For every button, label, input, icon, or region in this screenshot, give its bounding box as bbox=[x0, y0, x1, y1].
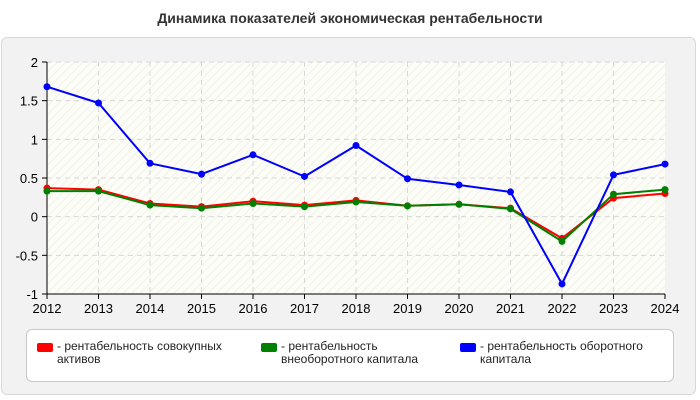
y-tick-label: 1 bbox=[31, 132, 38, 147]
y-tick-label: -0.5 bbox=[16, 248, 38, 263]
y-tick-label: 0 bbox=[31, 210, 38, 225]
series-1-point bbox=[198, 204, 205, 212]
x-tick-label: 2016 bbox=[239, 301, 268, 316]
series-1-point bbox=[95, 187, 102, 195]
series-2-point bbox=[301, 172, 308, 180]
series-group bbox=[43, 83, 669, 288]
series-1-point bbox=[661, 186, 669, 194]
series-1-point bbox=[146, 201, 154, 209]
legend-item-total-assets[interactable]: - рентабельность совокупных активов bbox=[37, 340, 237, 366]
chart-title: Динамика показателей экономическая рента… bbox=[157, 10, 543, 26]
series-2-point bbox=[404, 175, 411, 183]
x-tick-label: 2018 bbox=[342, 301, 371, 316]
legend-label: - рентабельность оборотного капитала bbox=[480, 339, 643, 366]
x-tick-label: 2015 bbox=[187, 301, 216, 316]
x-tick-label: 2014 bbox=[136, 301, 165, 316]
series-1-point bbox=[455, 200, 463, 208]
series-2-point bbox=[352, 142, 360, 150]
x-tick-label: 2024 bbox=[651, 301, 680, 316]
series-2-point bbox=[455, 181, 463, 189]
x-tick-label: 2021 bbox=[496, 301, 525, 316]
legend-label: - рентабельность совокупных активов bbox=[57, 339, 222, 366]
series-2-point bbox=[146, 159, 154, 167]
legend-swatch-fixed-capital bbox=[261, 343, 277, 352]
x-tick-label: 2013 bbox=[84, 301, 113, 316]
series-2-point bbox=[558, 280, 566, 288]
legend-item-fixed-capital[interactable]: - рентабельность внеоборотного капитала bbox=[261, 340, 441, 366]
y-tick-label: 0.5 bbox=[20, 171, 38, 186]
series-1-point bbox=[610, 190, 617, 198]
x-tick-label: 2019 bbox=[393, 301, 422, 316]
legend-swatch-total-assets bbox=[37, 343, 53, 352]
series-2-point bbox=[43, 83, 51, 91]
x-tick-label: 2020 bbox=[445, 301, 474, 316]
series-1-point bbox=[558, 237, 566, 245]
x-tick-labels: 2012 2013 2014 2015 2016 2017 2018 2019 2020 2021… bbox=[33, 301, 680, 316]
grid-lines bbox=[47, 61, 665, 294]
axes bbox=[42, 61, 666, 299]
y-tick-label: -1 bbox=[26, 287, 38, 302]
series-1-point bbox=[249, 200, 257, 208]
legend-swatch-working-capital bbox=[460, 343, 476, 352]
series-1-point bbox=[301, 203, 308, 211]
series-1-point bbox=[352, 198, 360, 206]
series-1-point bbox=[404, 202, 411, 210]
series-2-point bbox=[507, 188, 514, 196]
series-2-point bbox=[198, 170, 205, 178]
x-tick-label: 2022 bbox=[548, 301, 577, 316]
y-tick-label: 2 bbox=[31, 55, 38, 70]
series-1-point bbox=[43, 187, 51, 195]
legend: - рентабельность совокупных активов - ре… bbox=[26, 329, 674, 382]
x-tick-label: 2012 bbox=[33, 301, 62, 316]
legend-label: - рентабельность внеоборотного капитала bbox=[281, 339, 418, 366]
y-tick-label: 1.5 bbox=[20, 94, 38, 109]
series-2-point bbox=[661, 160, 669, 168]
x-tick-label: 2017 bbox=[290, 301, 319, 316]
series-2-point bbox=[249, 151, 257, 159]
series-2-point bbox=[610, 171, 617, 179]
series-1-point bbox=[507, 205, 514, 213]
series-2-point bbox=[95, 99, 102, 107]
legend-item-working-capital[interactable]: - рентабельность оборотного капитала bbox=[460, 340, 665, 366]
x-tick-label: 2023 bbox=[599, 301, 628, 316]
y-tick-labels: 2 1.5 1 0.5 0 -0.5 -1 bbox=[16, 55, 38, 302]
